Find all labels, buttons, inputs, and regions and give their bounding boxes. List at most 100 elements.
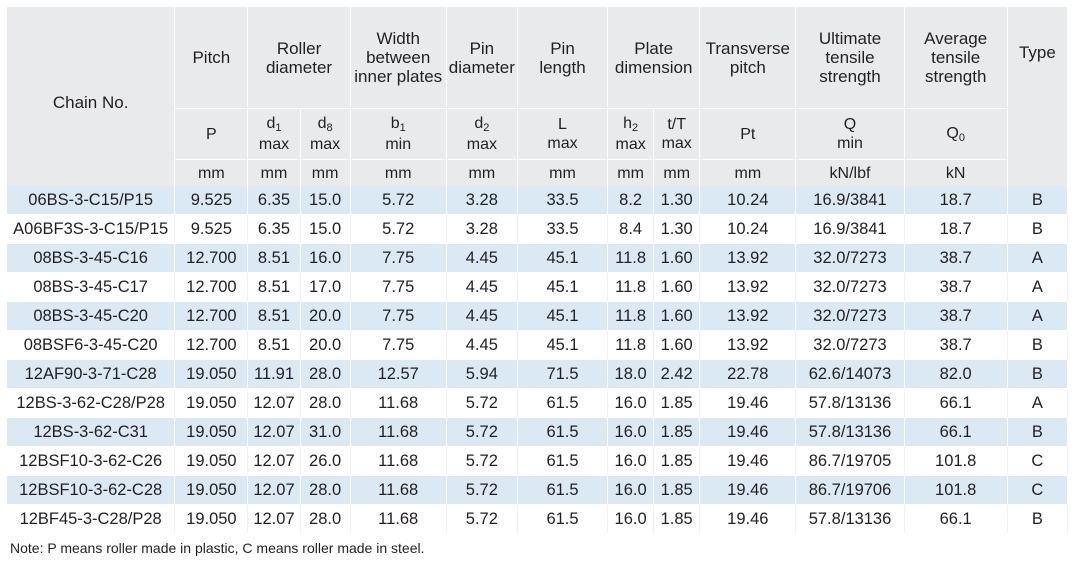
unit-pt: mm xyxy=(700,159,797,186)
cell-d1: 8.51 xyxy=(248,331,301,360)
unit-q0: kN xyxy=(904,159,1008,186)
cell-q0: 101.8 xyxy=(904,476,1008,505)
table-row: A06BF3S-3-C15/P15 9.525 6.35 15.0 5.72 3.28 33… xyxy=(7,215,1068,244)
cell-pitch: 12.700 xyxy=(175,273,249,302)
cell-h2: 11.8 xyxy=(608,302,655,331)
cell-h2: 16.0 xyxy=(608,389,655,418)
cell-pitch: 19.050 xyxy=(175,505,249,534)
table-row: 12BS-3-62-C31 19.050 12.07 31.0 11.68 5.72 61.… xyxy=(7,418,1068,447)
cell-q: 86.7/19705 xyxy=(796,447,905,476)
cell-h2: 16.0 xyxy=(608,476,655,505)
cell-t-T: 1.60 xyxy=(654,302,701,331)
col-header-transverse-pitch: Transverse pitch xyxy=(700,7,797,108)
cell-t-T: 1.60 xyxy=(654,273,701,302)
cell-l: 61.5 xyxy=(517,476,609,505)
unit-l: mm xyxy=(517,159,609,186)
table-row: 12BS-3-62-C28/P28 19.050 12.07 28.0 11.68 5.7… xyxy=(7,389,1068,418)
cell-q: 32.0/7273 xyxy=(796,244,905,273)
table-body: 06BS-3-C15/P15 9.525 6.35 15.0 5.72 3.28 33.5 8… xyxy=(7,186,1068,534)
cell-b1: 7.75 xyxy=(350,273,447,302)
cell-h2: 18.0 xyxy=(608,360,655,389)
col-header-width-between-inner-plates: Width between inner plates xyxy=(350,7,447,108)
cell-q0: 38.7 xyxy=(904,273,1008,302)
cell-d1: 6.35 xyxy=(248,215,301,244)
col-header-average-tensile-strength: Average tensile strength xyxy=(904,7,1008,108)
cell-d2: 5.72 xyxy=(446,476,518,505)
table-row: 08BS-3-45-C20 12.700 8.51 20.0 7.75 4.45 45.1 1… xyxy=(7,302,1068,331)
symbol-t-T: t/T max xyxy=(654,108,701,159)
cell-pt: 22.78 xyxy=(700,360,797,389)
cell-pitch: 19.050 xyxy=(175,360,249,389)
cell-l: 33.5 xyxy=(517,215,609,244)
symbol-d2: d2 max xyxy=(446,108,518,159)
cell-q: 32.0/7273 xyxy=(796,302,905,331)
cell-d8: 17.0 xyxy=(300,273,351,302)
col-header-type: Type xyxy=(1007,7,1068,186)
cell-pitch: 9.525 xyxy=(175,215,249,244)
cell-d8: 20.0 xyxy=(300,302,351,331)
cell-d8: 28.0 xyxy=(300,360,351,389)
cell-chain-no: 08BS-3-45-C16 xyxy=(7,244,176,273)
symbol-d8: d8 max xyxy=(300,108,351,159)
cell-l: 33.5 xyxy=(517,186,609,215)
cell-q0: 66.1 xyxy=(904,389,1008,418)
cell-type: B xyxy=(1007,360,1068,389)
cell-q0: 38.7 xyxy=(904,331,1008,360)
cell-l: 61.5 xyxy=(517,418,609,447)
unit-h2: mm xyxy=(608,159,655,186)
cell-pitch: 9.525 xyxy=(175,186,249,215)
cell-d8: 15.0 xyxy=(300,186,351,215)
cell-q: 16.9/3841 xyxy=(796,186,905,215)
cell-d2: 5.72 xyxy=(446,447,518,476)
cell-d8: 15.0 xyxy=(300,215,351,244)
cell-b1: 7.75 xyxy=(350,302,447,331)
col-header-pin-length: Pin length xyxy=(517,7,609,108)
cell-d2: 3.28 xyxy=(446,186,518,215)
table-row: 12BF45-3-C28/P28 19.050 12.07 28.0 11.68 5.72… xyxy=(7,505,1068,534)
cell-type: A xyxy=(1007,244,1068,273)
cell-d1: 8.51 xyxy=(248,273,301,302)
footnote: Note: P means roller made in plastic, C … xyxy=(10,540,425,556)
cell-b1: 11.68 xyxy=(350,447,447,476)
cell-d8: 20.0 xyxy=(300,331,351,360)
cell-type: B xyxy=(1007,505,1068,534)
cell-type: C xyxy=(1007,476,1068,505)
cell-q: 57.8/13136 xyxy=(796,389,905,418)
cell-pitch: 19.050 xyxy=(175,418,249,447)
unit-pitch: mm xyxy=(175,159,249,186)
cell-q: 32.0/7273 xyxy=(796,331,905,360)
cell-b1: 12.57 xyxy=(350,360,447,389)
cell-b1: 5.72 xyxy=(350,186,447,215)
cell-q0: 82.0 xyxy=(904,360,1008,389)
cell-pt: 10.24 xyxy=(700,215,797,244)
cell-h2: 16.0 xyxy=(608,505,655,534)
cell-b1: 11.68 xyxy=(350,389,447,418)
col-header-plate-dimension: Plate dimension xyxy=(608,7,701,108)
cell-pitch: 19.050 xyxy=(175,476,249,505)
cell-l: 61.5 xyxy=(517,389,609,418)
cell-h2: 16.0 xyxy=(608,418,655,447)
unit-b1: mm xyxy=(350,159,447,186)
cell-b1: 7.75 xyxy=(350,244,447,273)
cell-q0: 38.7 xyxy=(904,244,1008,273)
unit-t-T: mm xyxy=(654,159,701,186)
cell-type: B xyxy=(1007,186,1068,215)
table-row: 08BSF6-3-45-C20 12.700 8.51 20.0 7.75 4.45 45.… xyxy=(7,331,1068,360)
cell-d8: 28.0 xyxy=(300,476,351,505)
cell-h2: 11.8 xyxy=(608,331,655,360)
cell-t-T: 1.60 xyxy=(654,244,701,273)
unit-d8: mm xyxy=(300,159,351,186)
col-header-pitch: Pitch xyxy=(175,7,249,108)
table-row: 06BS-3-C15/P15 9.525 6.35 15.0 5.72 3.28 33.5 8… xyxy=(7,186,1068,215)
symbol-h2: h2 max xyxy=(608,108,655,159)
cell-q0: 66.1 xyxy=(904,505,1008,534)
cell-d1: 12.07 xyxy=(248,476,301,505)
cell-chain-no: 06BS-3-C15/P15 xyxy=(7,186,176,215)
cell-t-T: 1.85 xyxy=(654,447,701,476)
cell-d1: 12.07 xyxy=(248,505,301,534)
cell-l: 61.5 xyxy=(517,505,609,534)
cell-d1: 12.07 xyxy=(248,447,301,476)
cell-t-T: 1.85 xyxy=(654,476,701,505)
cell-chain-no: 12BSF10-3-62-C26 xyxy=(7,447,176,476)
